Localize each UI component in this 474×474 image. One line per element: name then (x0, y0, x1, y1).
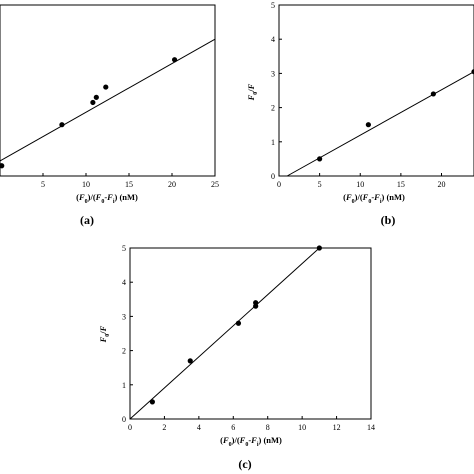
panel-a-point-5 (171, 57, 178, 63)
panel-c-label: (c) (238, 457, 251, 471)
panel-b-y-tick-label-0: 0 (271, 172, 275, 181)
panel-a-x-tick-label-3: 20 (168, 180, 176, 189)
panel-b-y-ticks: 0 1 2 3 4 5 (271, 1, 282, 181)
panel-a-fit-line (0, 38, 216, 162)
panel-b-xlabel: (F0)/(F0-Fi) (nM) (343, 192, 405, 205)
panel-c-y-tick-label-0: 0 (122, 415, 126, 424)
panel-c-point-1 (187, 358, 193, 364)
panel-b-x-tick-label-0: 0 (277, 180, 281, 189)
panel-c-point-5 (316, 245, 322, 251)
panel-b-point-2 (430, 91, 436, 97)
panel-c-y-tick-label-2: 2 (122, 347, 126, 356)
panel-c-x-ticks: 0 2 4 6 8 10 12 14 (128, 416, 375, 432)
panel-b-label: (b) (381, 213, 396, 227)
panel-a-x-tick-label-4: 25 (211, 180, 219, 189)
panel-c-points (149, 245, 322, 405)
panel-c-x-tick-label-1: 2 (162, 423, 166, 432)
panel-c-x-tick-label-0: 0 (128, 423, 132, 432)
panel-b-point-3 (471, 69, 474, 75)
panel-c-fit-line (129, 247, 320, 420)
panel-a-x-ticks: 5 10 15 20 25 (41, 173, 219, 189)
panel-a-point-0 (0, 163, 5, 169)
panel-b-x-tick-label-4: 20 (438, 180, 446, 189)
panel-c-ylabel: F0/F (98, 325, 111, 343)
panel-a-point-1 (59, 122, 65, 128)
panel-b-point-1 (365, 122, 371, 128)
panel-c-point-2 (235, 320, 242, 326)
panel-b-fit-line (286, 71, 474, 177)
panel-c-y-ticks: 0 1 2 3 4 5 (122, 244, 133, 424)
panel-a-frame (0, 4, 216, 177)
panel-c-x-tick-label-5: 10 (298, 423, 306, 432)
panel-a-point-4 (103, 84, 109, 90)
panel-b-y-tick-label-2: 2 (271, 104, 275, 113)
panel-c-y-tick-label-1: 1 (122, 381, 126, 390)
panel-a-label: (a) (80, 213, 94, 227)
panel-c-x-tick-label-6: 12 (333, 423, 341, 432)
panel-c-x-tick-label-4: 8 (266, 423, 270, 432)
panel-a-x-tick-label-1: 10 (82, 180, 90, 189)
panel-b-y-tick-label-4: 4 (271, 35, 275, 44)
panel-c-x-tick-label-3: 6 (231, 423, 235, 432)
panel-c-xlabel: (F0)/(F0-Fi) (nM) (220, 435, 282, 448)
panel-b-y-tick-label-5: 5 (271, 1, 275, 10)
panel-b-points (317, 69, 474, 162)
panel-c-y-tick-label-5: 5 (122, 244, 126, 253)
panel-b-frame (278, 4, 474, 177)
panel-b-y-tick-label-3: 3 (271, 69, 275, 78)
panel-c-x-tick-label-7: 14 (367, 423, 375, 432)
panel-a-x-tick-label-2: 15 (125, 180, 133, 189)
panel-b-x-tick-label-1: 5 (318, 180, 322, 189)
panel-a-points (0, 57, 178, 169)
panel-c-y-tick-label-4: 4 (122, 278, 126, 287)
panel-b: 0 5 10 15 20 0 1 2 3 4 5 F0/F (F0)/(F0-Fi) (nM) (… (246, 1, 474, 227)
panel-a-x-tick-label-0: 5 (41, 180, 45, 189)
panel-c-x-tick-label-2: 4 (197, 423, 201, 432)
panel-a: 5 10 15 20 25 (F0)/(F0-Fi) (nM) (a) (0, 4, 219, 227)
panel-b-x-tick-label-2: 10 (356, 180, 364, 189)
panel-b-x-ticks: 0 5 10 15 20 (277, 173, 446, 189)
panel-a-point-2 (90, 99, 96, 106)
panel-b-ylabel: F0/F (246, 83, 259, 101)
panel-c-y-tick-label-3: 3 (122, 312, 126, 321)
panel-c-point-0 (149, 399, 155, 405)
panel-a-xlabel: (F0)/(F0-Fi) (nM) (76, 192, 138, 205)
panel-a-point-3 (93, 94, 99, 100)
panel-c-frame (129, 247, 372, 420)
panel-b-y-tick-label-1: 1 (271, 138, 275, 147)
panel-c-point-4 (253, 300, 259, 306)
panel-b-x-tick-label-3: 15 (397, 180, 405, 189)
panel-b-point-0 (317, 156, 323, 162)
